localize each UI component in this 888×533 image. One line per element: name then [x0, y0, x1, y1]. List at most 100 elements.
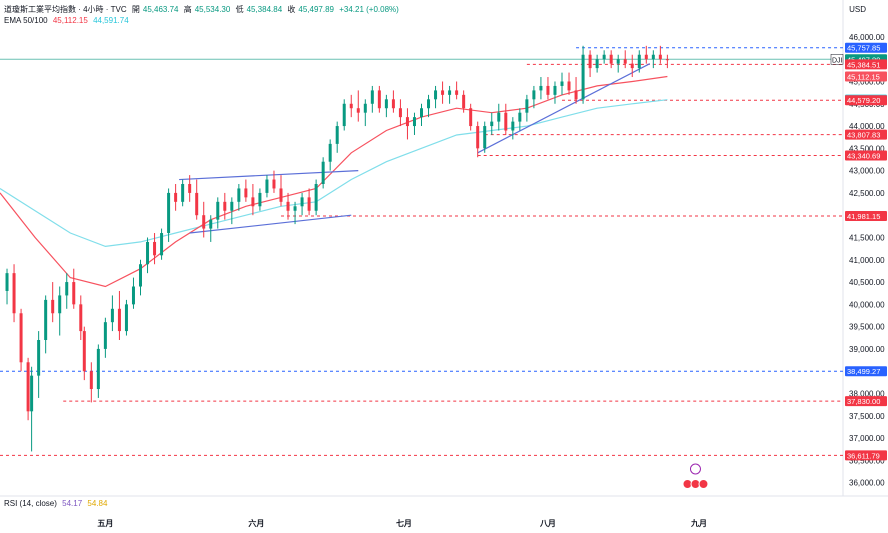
price-tag-label: 45,384.51 — [847, 60, 880, 69]
candle-body — [462, 94, 466, 109]
close-label: 收 — [287, 5, 296, 14]
candle-body — [384, 99, 388, 109]
close-value: 45,497.89 — [298, 5, 334, 14]
y-tick-label: 37,500.00 — [849, 412, 885, 421]
legend-rsi[interactable]: RSI (14, close) 54.17 54.84 — [4, 499, 110, 508]
x-tick-label: 六月 — [248, 518, 264, 528]
price-tag: 44,579.20 — [845, 95, 887, 106]
low-label: 低 — [235, 5, 244, 14]
y-tick-label: 46,000.00 — [849, 33, 885, 42]
candle-body — [272, 179, 276, 189]
candle-body — [103, 322, 107, 349]
candle-body — [616, 59, 620, 64]
price-tag-bg — [845, 366, 887, 377]
price-tag-label: 38,499.27 — [847, 367, 880, 376]
ema-label: EMA 50/100 — [4, 16, 48, 25]
x-tick-label: 七月 — [396, 518, 412, 528]
candle-body — [216, 201, 220, 220]
price-tag-bg — [845, 71, 887, 82]
price-tag-bg — [845, 59, 887, 70]
price-tag: 45,112.15 — [845, 71, 887, 82]
candle-body — [377, 90, 381, 109]
candle-body — [44, 299, 48, 340]
ema50-value: 45,112.15 — [52, 16, 88, 25]
candle-body — [532, 90, 536, 100]
price-tag-bg — [845, 396, 887, 407]
candle-body — [356, 108, 360, 113]
candle-body — [237, 188, 241, 202]
candle-body — [335, 126, 339, 144]
candle-body — [96, 348, 100, 390]
candle-body — [560, 81, 564, 86]
symbol-line: 道瓊斯工業平均指數 · 4小時 · TVC — [4, 5, 127, 14]
candle-body — [65, 282, 69, 296]
currency-label: USD — [849, 5, 866, 14]
symbol-tag-label: DJI — [832, 57, 843, 64]
price-tag-label: 36,611.79 — [847, 451, 880, 460]
symbol-tag: DJI — [830, 54, 844, 65]
candle-body — [146, 241, 150, 265]
candle-body — [209, 219, 213, 229]
price-tag-label: 41,981.15 — [847, 212, 880, 221]
candle-body — [153, 241, 157, 256]
candle-body — [637, 54, 641, 69]
candle-body — [405, 117, 409, 127]
x-tick-label: 八月 — [539, 519, 556, 528]
candle-body — [398, 108, 402, 118]
candle-body — [342, 103, 346, 127]
rsi-value: 54.17 — [62, 499, 83, 508]
y-tick-label: 41,500.00 — [849, 233, 885, 242]
y-tick-label: 43,000.00 — [849, 167, 885, 176]
candle-body — [5, 273, 9, 291]
candle-body — [279, 188, 283, 202]
candle-body — [665, 59, 669, 61]
candle-body — [630, 63, 634, 69]
candle-body — [574, 90, 578, 100]
candle-body — [12, 273, 16, 314]
candle-body — [391, 99, 395, 109]
price-tag-label: 43,807.83 — [847, 131, 880, 140]
y-tick-label: 41,000.00 — [849, 256, 885, 265]
candle-body — [455, 90, 459, 95]
candle-body — [567, 81, 571, 91]
candle-body — [51, 299, 55, 314]
rsi-label: RSI (14, close) — [4, 499, 57, 508]
y-tick-label: 44,000.00 — [849, 122, 885, 131]
candle-body — [363, 103, 367, 113]
candle-body — [188, 184, 192, 193]
candle-body — [167, 192, 171, 234]
price-tag-bg — [845, 211, 887, 222]
y-tick-label: 39,500.00 — [849, 323, 885, 332]
price-tag: 45,757.85 — [845, 42, 887, 53]
candle-body — [546, 85, 550, 95]
price-tag: 36,611.79 — [845, 450, 887, 461]
candle-body — [181, 184, 185, 202]
candle-body — [518, 112, 522, 122]
price-tag: 43,807.83 — [845, 129, 887, 140]
candle-body — [37, 340, 41, 376]
candle-body — [539, 85, 543, 91]
candle-body — [609, 54, 613, 64]
candle-body — [286, 201, 290, 211]
open-value: 45,463.74 — [142, 5, 179, 14]
candle-body — [483, 126, 487, 149]
price-tag-bg — [845, 95, 887, 106]
candle-body — [131, 286, 135, 305]
candle-body — [412, 117, 416, 127]
candle-body — [658, 54, 662, 60]
candle-body — [469, 108, 473, 127]
y-tick-label: 37,000.00 — [849, 434, 885, 443]
candle-body — [328, 143, 332, 162]
price-tag: 37,830.00 — [845, 396, 887, 407]
candle-body — [82, 331, 86, 372]
x-tick-label: 五月 — [97, 519, 113, 528]
candle-body — [72, 282, 76, 305]
y-tick-label: 39,000.00 — [849, 345, 885, 354]
legend-ema[interactable]: EMA 50/100 45,112.15 44,591.74 — [4, 16, 132, 25]
candle-body — [504, 112, 508, 131]
candle-body — [160, 233, 164, 256]
candle-body — [174, 192, 178, 202]
price-tag-label: 37,830.00 — [847, 397, 880, 406]
y-tick-label: 40,000.00 — [849, 300, 885, 309]
